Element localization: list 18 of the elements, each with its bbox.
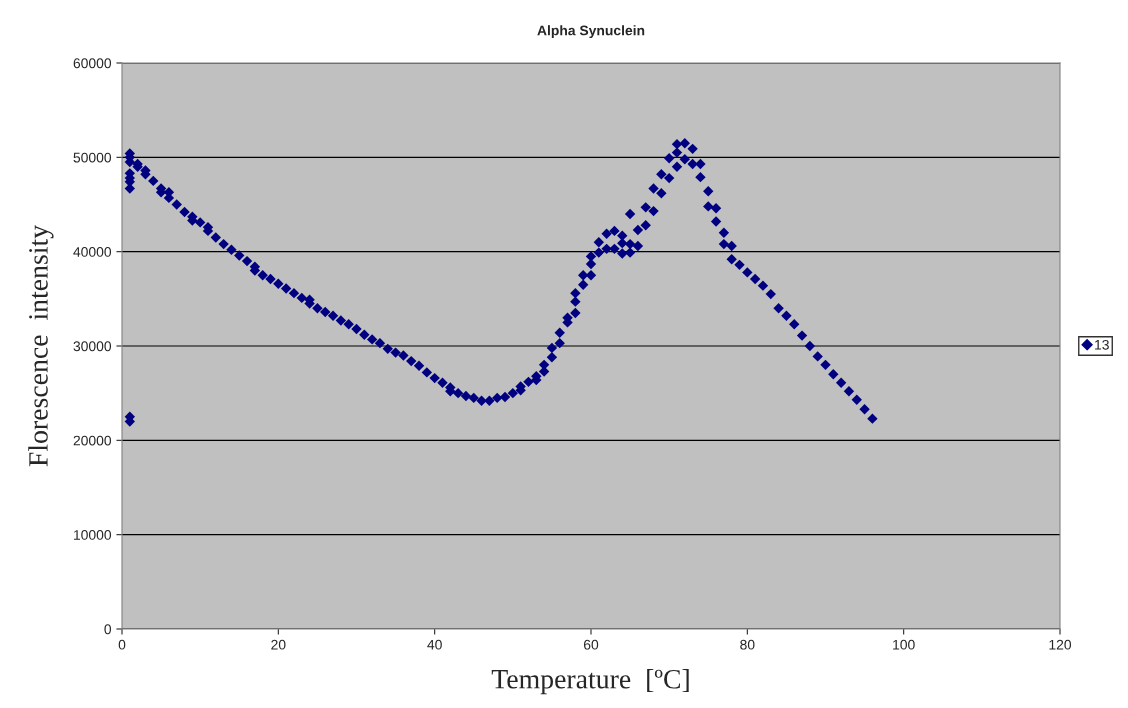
x-tick-label: 100 (893, 639, 915, 650)
x-tick-label: 80 (740, 639, 755, 650)
chart-title: Alpha Synuclein (537, 25, 645, 39)
y-tick-label: 0 (104, 624, 112, 635)
x-tick-label: 20 (271, 639, 286, 650)
x-axis-title: Temperature [ºC] (491, 669, 689, 695)
y-axis-title: Florescence intensity (28, 225, 54, 467)
x-tick-label: 60 (583, 639, 599, 650)
y-tick-label: 30000 (73, 341, 112, 352)
y-tick-label: 40000 (73, 247, 112, 257)
y-tick-label: 60000 (73, 58, 112, 69)
x-tick-label: 40 (427, 639, 442, 650)
legend-label: 13 (1095, 339, 1109, 350)
y-tick-label: 50000 (73, 152, 112, 163)
y-tick-label: 10000 (74, 530, 112, 540)
x-tick-label: 120 (1049, 639, 1072, 650)
y-tick-label: 20000 (73, 435, 112, 446)
x-tick-label: 0 (118, 639, 126, 650)
